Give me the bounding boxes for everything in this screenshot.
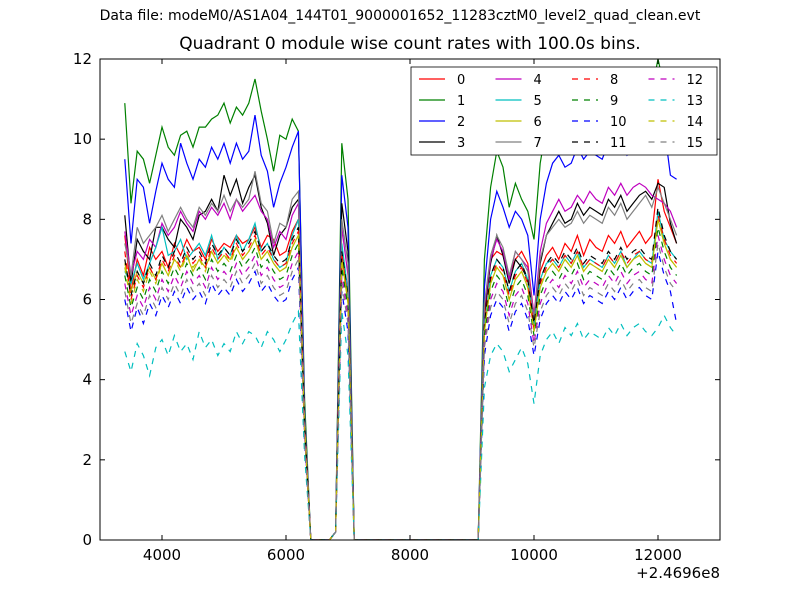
series-line-15 xyxy=(124,243,678,540)
legend-label-2: 2 xyxy=(457,115,465,130)
legend-label-5: 5 xyxy=(534,94,542,109)
y-tick-label: 0 xyxy=(82,531,92,549)
series-line-9 xyxy=(124,227,678,540)
y-tick-label: 12 xyxy=(73,50,92,68)
legend-label-4: 4 xyxy=(534,73,542,88)
y-tick-label: 6 xyxy=(82,291,92,309)
series-line-5 xyxy=(124,211,678,540)
series-line-10 xyxy=(124,251,678,540)
figure-suptitle: Data file: modeM0/AS1A04_144T01_90000016… xyxy=(99,8,701,24)
y-tick-label: 2 xyxy=(82,451,92,469)
legend-label-3: 3 xyxy=(457,136,465,151)
legend-label-1: 1 xyxy=(457,94,465,109)
x-tick-label: 4000 xyxy=(143,546,181,564)
legend-label-10: 10 xyxy=(610,115,627,130)
series-line-6 xyxy=(124,219,678,540)
x-tick-label: 12000 xyxy=(634,546,682,564)
legend-box xyxy=(410,66,718,156)
series-line-13 xyxy=(124,309,678,540)
x-tick-label: 8000 xyxy=(391,546,429,564)
series-line-12 xyxy=(124,235,678,540)
legend-label-14: 14 xyxy=(687,115,704,130)
x-offset-label: +2.4696e8 xyxy=(636,564,720,582)
legend-label-11: 11 xyxy=(610,136,627,151)
legend-label-8: 8 xyxy=(610,73,618,88)
legend-label-15: 15 xyxy=(687,136,704,151)
series-line-8 xyxy=(124,215,678,540)
x-tick-label: 6000 xyxy=(267,546,305,564)
legend-label-12: 12 xyxy=(687,73,704,88)
legend-label-7: 7 xyxy=(534,136,542,151)
series-line-14 xyxy=(124,219,678,540)
y-tick-label: 4 xyxy=(82,371,92,389)
chart-title: Quadrant 0 module wise count rates with … xyxy=(179,34,641,54)
series-line-4 xyxy=(124,181,678,540)
legend-label-6: 6 xyxy=(534,115,542,130)
series-line-0 xyxy=(124,179,678,540)
series-line-3 xyxy=(124,173,678,540)
legend-label-13: 13 xyxy=(687,94,704,109)
x-tick-label: 10000 xyxy=(510,546,558,564)
series-line-11 xyxy=(124,207,678,540)
legend-label-0: 0 xyxy=(457,73,465,88)
y-tick-label: 10 xyxy=(73,130,92,148)
series-line-7 xyxy=(124,171,678,540)
y-tick-label: 8 xyxy=(82,210,92,228)
series-line-2 xyxy=(124,94,677,540)
legend-label-9: 9 xyxy=(610,94,618,109)
